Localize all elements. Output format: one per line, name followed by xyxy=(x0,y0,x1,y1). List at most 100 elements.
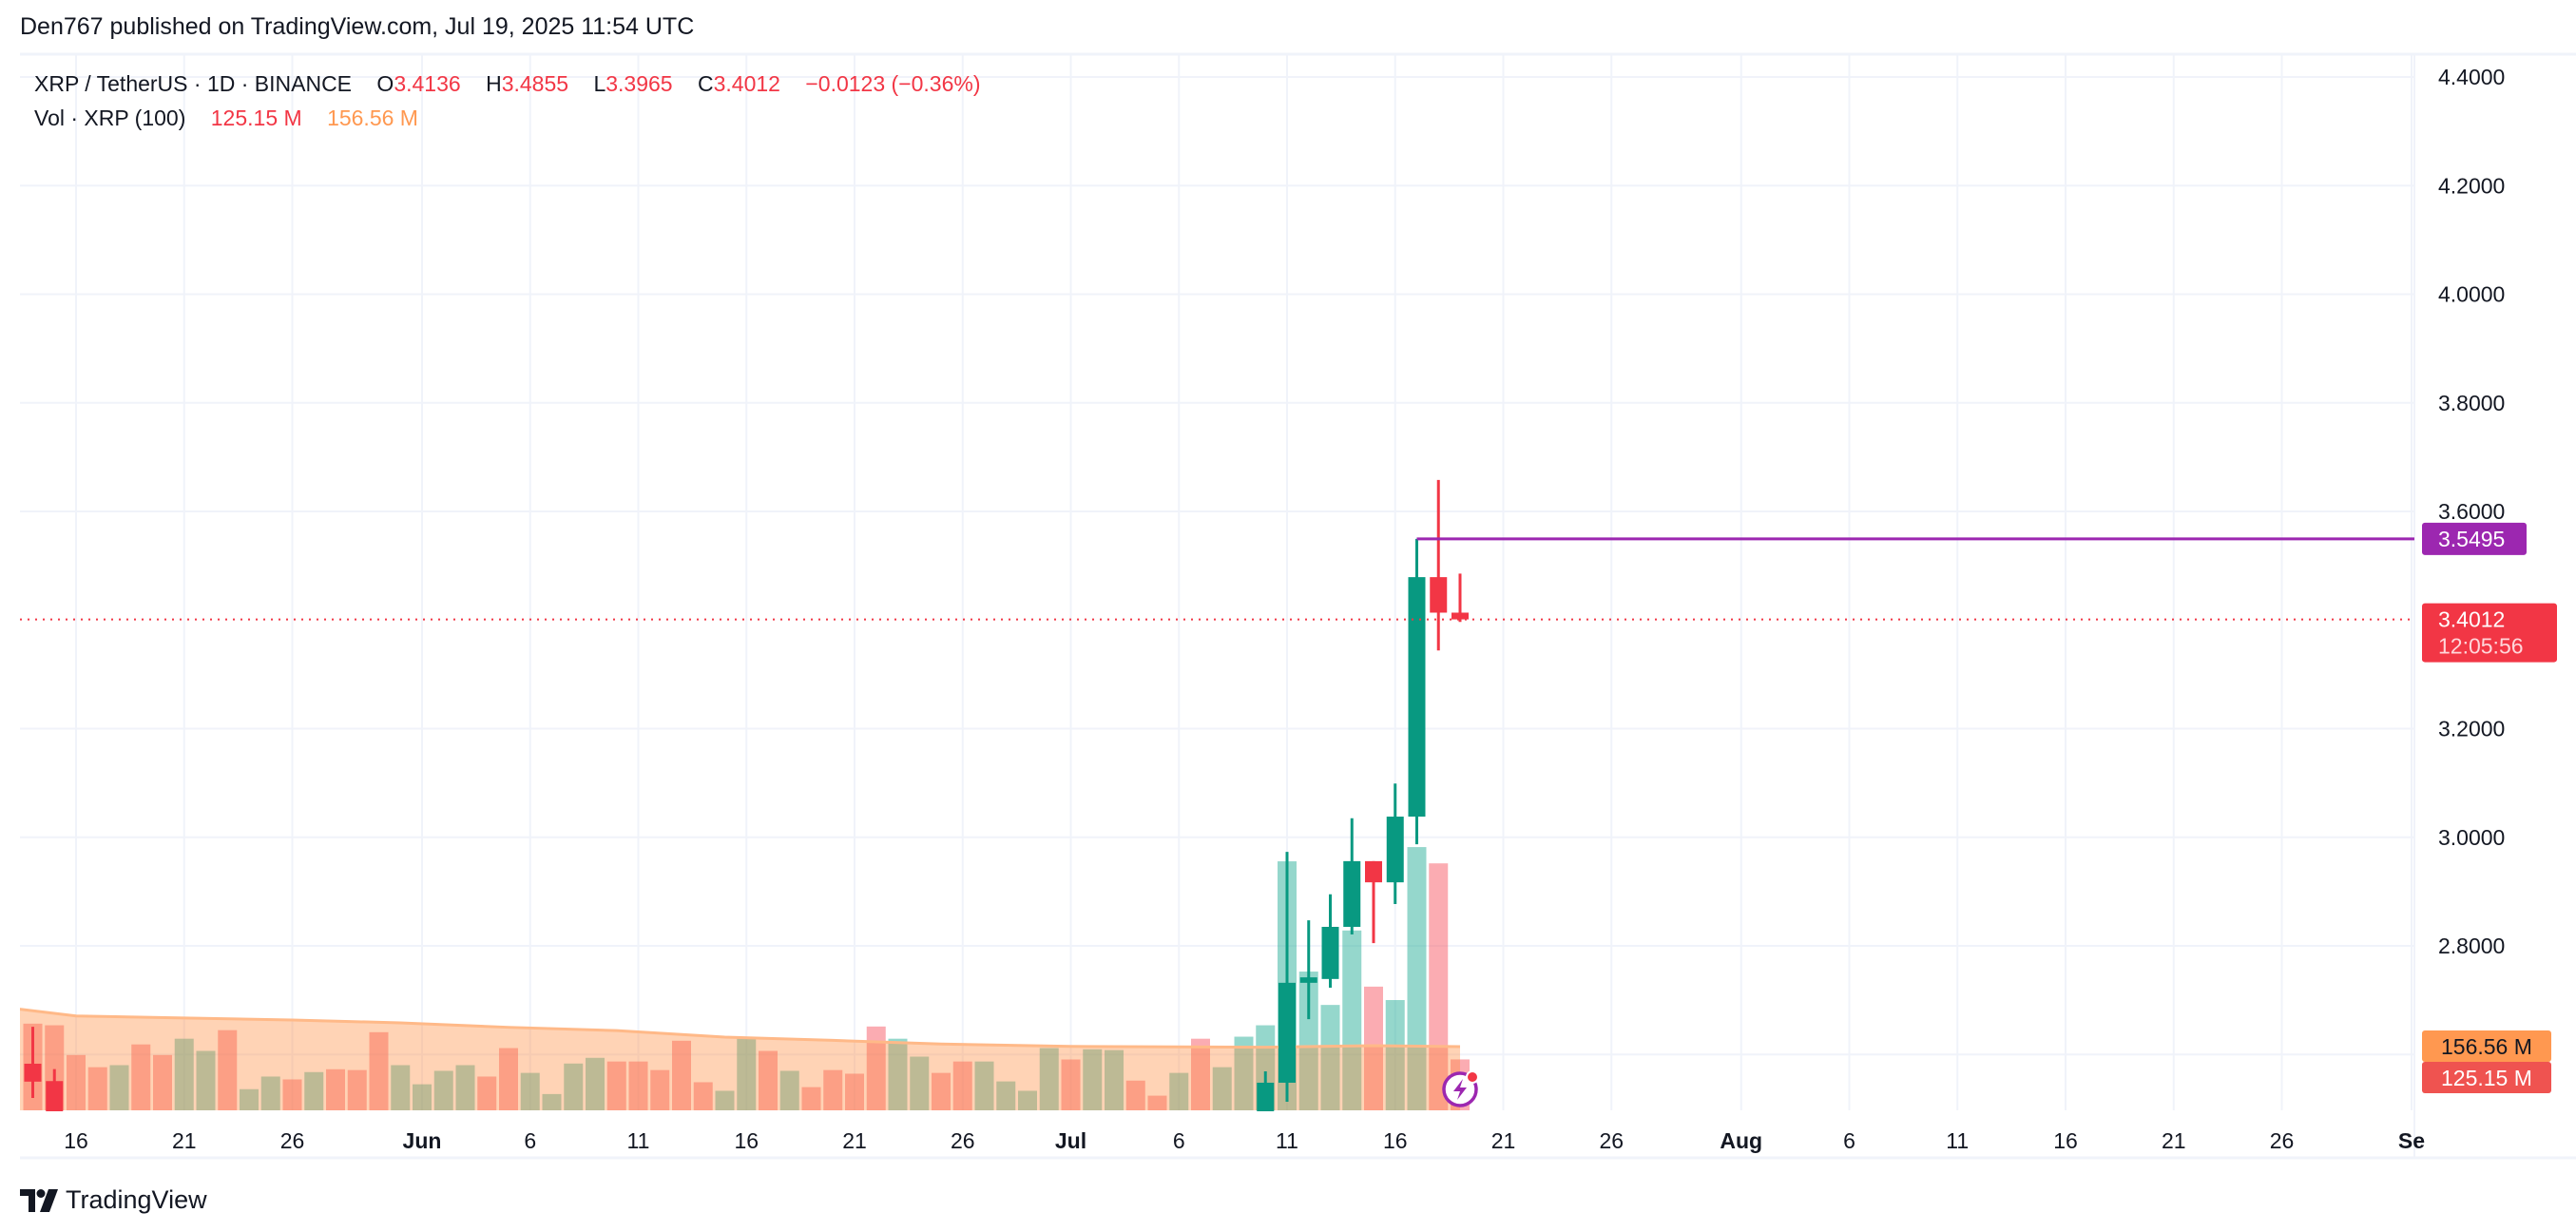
time-tick-label: 21 xyxy=(842,1128,867,1153)
volume-bar xyxy=(174,1038,194,1110)
candle-body xyxy=(24,1063,42,1082)
close-label: C xyxy=(697,71,714,96)
time-tick-label: Jun xyxy=(403,1128,442,1153)
volume-bar xyxy=(369,1031,389,1110)
time-tick-label: Aug xyxy=(1720,1128,1762,1153)
volume-bar xyxy=(974,1061,994,1110)
candle-body xyxy=(1451,612,1469,620)
volume-bar xyxy=(759,1050,778,1110)
candle-body xyxy=(1386,817,1404,883)
time-tick-label: 6 xyxy=(1173,1128,1185,1153)
volume-bar xyxy=(1147,1095,1167,1110)
volume-ma-badge xyxy=(2422,1030,2551,1062)
volume-bar xyxy=(1083,1049,1103,1110)
time-tick-label: 6 xyxy=(1843,1128,1855,1153)
tradingview-logo-text: TradingView xyxy=(66,1185,207,1214)
volume-bar xyxy=(693,1082,713,1110)
high-value: 3.4855 xyxy=(501,71,569,96)
volume-bar xyxy=(1298,972,1318,1110)
volume-bar xyxy=(801,1087,821,1110)
time-tick-label: 11 xyxy=(1276,1128,1298,1153)
volume-bar xyxy=(326,1068,345,1110)
volume-bar xyxy=(542,1093,562,1110)
time-tick-label: 21 xyxy=(1491,1128,1516,1153)
price-tick-label: 4.4000 xyxy=(2438,65,2505,89)
candle-body xyxy=(1321,927,1339,979)
volume-bar xyxy=(888,1038,908,1110)
volume-bar xyxy=(218,1030,238,1110)
tradingview-logo[interactable]: TradingView xyxy=(20,1185,207,1215)
time-tick-label: Se xyxy=(2398,1128,2425,1153)
volume-bar xyxy=(240,1088,259,1110)
volume-bar xyxy=(1191,1038,1210,1110)
volume-bar xyxy=(823,1069,843,1110)
symbol-legend-row[interactable]: XRP / TetherUS · 1D · BINANCE O3.4136 H3… xyxy=(34,67,981,101)
volume-bar xyxy=(131,1044,151,1110)
price-lines xyxy=(20,537,2414,621)
time-tick-label: 26 xyxy=(1599,1128,1624,1153)
volume-badge xyxy=(2422,1062,2551,1093)
high-price-badge-label: 3.5495 xyxy=(2438,527,2505,551)
volume-bar xyxy=(586,1057,605,1110)
volume-bar xyxy=(1407,847,1427,1110)
candle-body xyxy=(46,1081,64,1111)
volume-bar xyxy=(932,1072,951,1110)
close-value: 3.4012 xyxy=(713,71,780,96)
tradingview-logo-icon xyxy=(20,1188,58,1212)
volume-bar xyxy=(87,1067,107,1110)
volume-bar xyxy=(672,1040,691,1110)
volume-value: 125.15 M xyxy=(210,106,302,130)
time-tick-label: 11 xyxy=(1946,1128,1969,1153)
countdown-label: 12:05:56 xyxy=(2438,634,2524,659)
price-tick-label: 4.2000 xyxy=(2438,173,2505,198)
low-label: L xyxy=(593,71,606,96)
lightning-icon[interactable] xyxy=(1442,1070,1479,1107)
time-tick-label: 21 xyxy=(2162,1128,2186,1153)
volume-bar xyxy=(952,1061,972,1110)
volume-bar xyxy=(1169,1072,1189,1110)
volume-bar xyxy=(67,1054,86,1110)
volume-bar xyxy=(1039,1048,1059,1110)
last-price-badge xyxy=(2422,603,2557,663)
price-axis[interactable]: 4.4000 4.2000 4.0000 3.8000 3.6000 3.2000 3.00… xyxy=(2438,65,2505,958)
volume-pane xyxy=(20,847,1470,1110)
candles xyxy=(24,479,1469,1111)
time-tick-label: 16 xyxy=(1383,1128,1408,1153)
time-tick-label: 11 xyxy=(627,1128,650,1153)
price-tick-label: 3.6000 xyxy=(2438,499,2505,524)
volume-bar xyxy=(282,1079,302,1110)
price-tick-label: 2.8000 xyxy=(2438,934,2505,958)
volume-bar xyxy=(996,1081,1016,1110)
candle-body xyxy=(1430,577,1448,613)
chart-legend: XRP / TetherUS · 1D · BINANCE O3.4136 H3… xyxy=(34,67,981,135)
volume-bar xyxy=(1018,1090,1037,1110)
open-label: O xyxy=(376,71,394,96)
volume-bar xyxy=(391,1065,411,1110)
time-tick-label: 16 xyxy=(734,1128,759,1153)
volume-bar xyxy=(1061,1059,1081,1110)
candle-body xyxy=(1257,1082,1275,1111)
time-axis[interactable]: 16 21 26 Jun 6 11 16 21 26 Jul 6 11 16 21 26 Aug 6 11 16 21… xyxy=(64,1128,2425,1153)
volume-bar xyxy=(1364,986,1383,1110)
volume-bar xyxy=(260,1076,280,1110)
high-price-badge xyxy=(2422,522,2527,555)
volume-bar xyxy=(845,1073,864,1110)
volume-bar xyxy=(455,1065,475,1110)
time-tick-label: Jul xyxy=(1055,1128,1086,1153)
volume-legend-row[interactable]: Vol · XRP (100) 125.15 M 156.56 M xyxy=(34,101,981,135)
volume-bar xyxy=(520,1072,540,1110)
volume-bar xyxy=(477,1076,497,1110)
high-label: H xyxy=(486,71,502,96)
volume-bar xyxy=(1234,1036,1254,1110)
symbol-title: XRP / TetherUS · 1D · BINANCE xyxy=(34,71,353,96)
time-tick-label: 6 xyxy=(524,1128,536,1153)
grid xyxy=(20,54,2414,1110)
volume-bar xyxy=(499,1048,518,1110)
volume-ma-area xyxy=(20,1009,1460,1110)
volume-bar xyxy=(866,1026,886,1110)
volume-bar xyxy=(1429,863,1449,1110)
candle-body xyxy=(1343,860,1361,928)
volume-bar xyxy=(715,1090,735,1110)
candle-body xyxy=(1365,860,1382,883)
